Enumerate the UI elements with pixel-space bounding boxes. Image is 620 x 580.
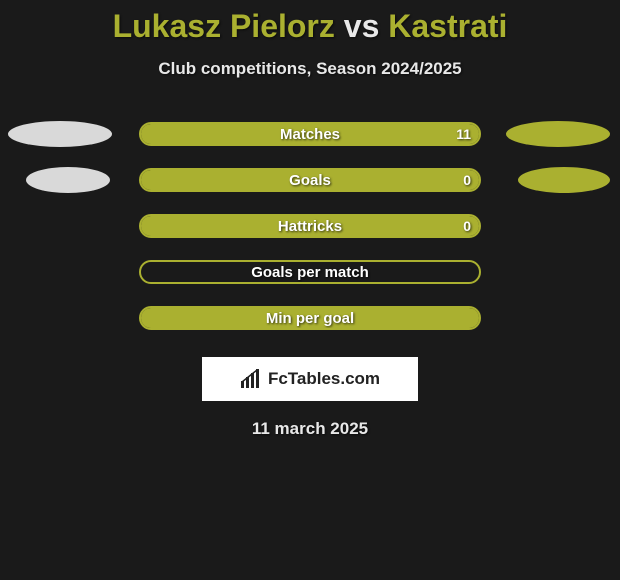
stats-container: Matches 11 Goals 0 Hattricks 0 Goals per match… xyxy=(0,111,620,341)
player2-name: Kastrati xyxy=(388,8,507,44)
logo-text: FcTables.com xyxy=(268,369,380,389)
stat-bar: Hattricks 0 xyxy=(139,214,481,238)
stat-label: Hattricks xyxy=(278,218,342,235)
subtitle: Club competitions, Season 2024/2025 xyxy=(0,59,620,79)
stat-row: Matches 11 xyxy=(0,111,620,157)
stat-label: Goals xyxy=(289,172,331,189)
stat-bar: Goals 0 xyxy=(139,168,481,192)
player2-ellipse xyxy=(518,167,610,193)
date-text: 11 march 2025 xyxy=(0,419,620,439)
stat-bar: Min per goal xyxy=(139,306,481,330)
player1-ellipse xyxy=(8,121,112,147)
stat-value: 0 xyxy=(463,218,471,234)
chart-icon xyxy=(240,369,262,389)
comparison-title: Lukasz Pielorz vs Kastrati xyxy=(0,0,620,45)
stat-row: Goals 0 xyxy=(0,157,620,203)
stat-bar: Matches 11 xyxy=(139,122,481,146)
stat-label: Matches xyxy=(280,126,340,143)
player1-ellipse xyxy=(26,167,110,193)
stat-row: Hattricks 0 xyxy=(0,203,620,249)
player2-ellipse xyxy=(506,121,610,147)
stat-label: Min per goal xyxy=(266,310,354,327)
site-logo[interactable]: FcTables.com xyxy=(202,357,418,401)
stat-label: Goals per match xyxy=(251,264,369,281)
stat-value: 0 xyxy=(463,172,471,188)
stat-row: Goals per match xyxy=(0,249,620,295)
stat-value: 11 xyxy=(456,126,471,142)
stat-bar: Goals per match xyxy=(139,260,481,284)
vs-text: vs xyxy=(344,8,380,44)
player1-name: Lukasz Pielorz xyxy=(113,8,335,44)
stat-row: Min per goal xyxy=(0,295,620,341)
